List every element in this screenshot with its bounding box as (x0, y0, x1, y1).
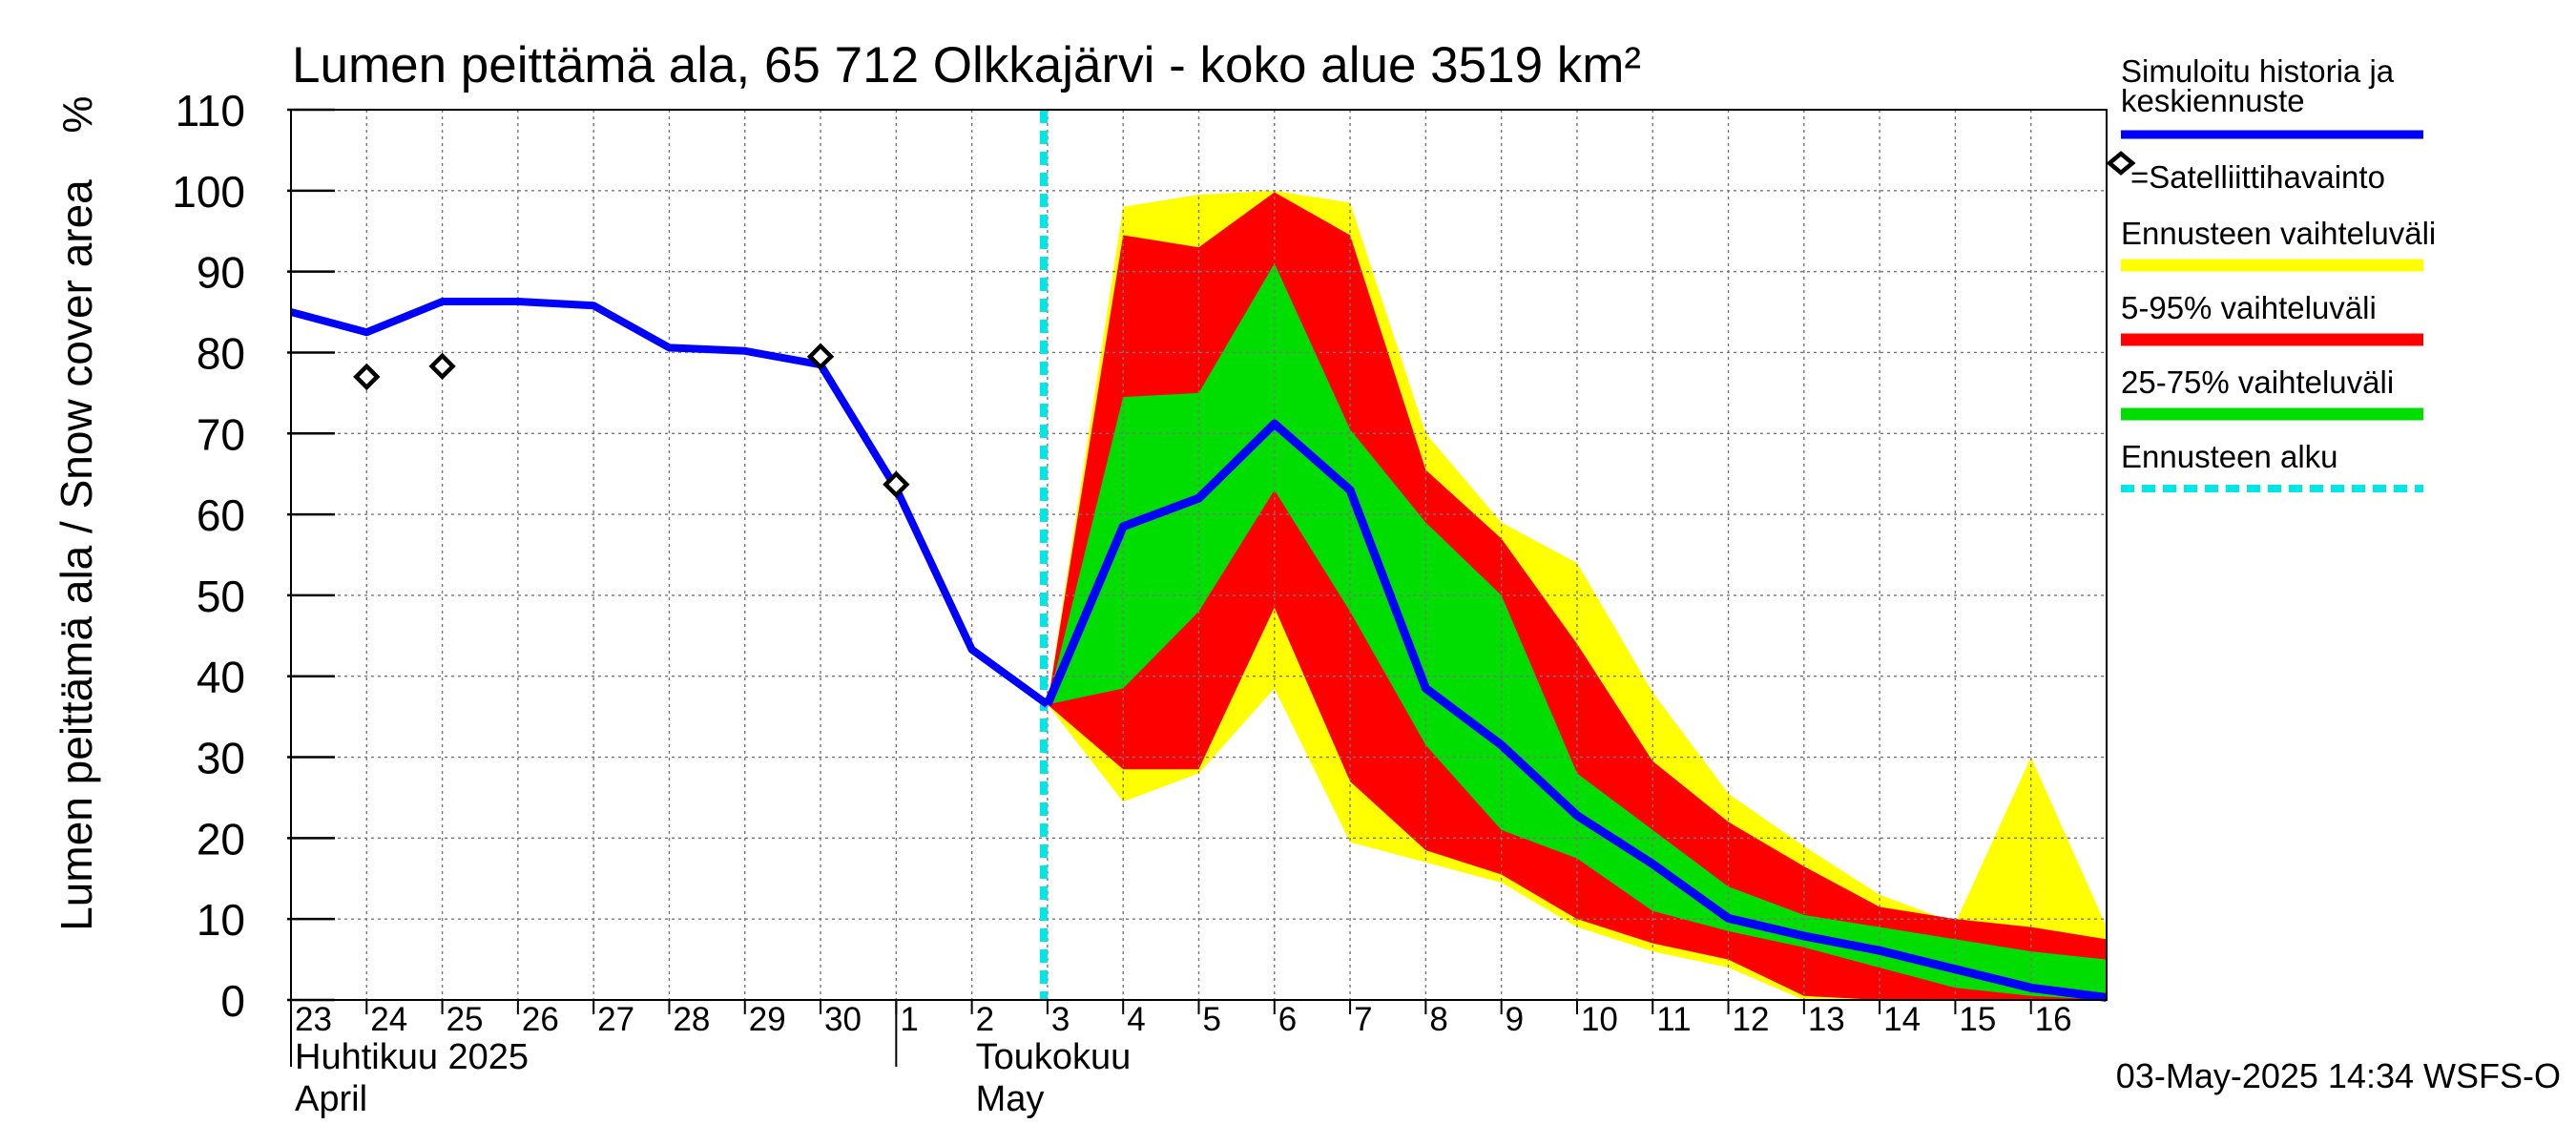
month-label-fi: Huhtikuu 2025 (295, 1037, 529, 1077)
chart-title: Lumen peittämä ala, 65 712 Olkkajärvi - … (292, 37, 1641, 94)
x-tick-label: 4 (1127, 1001, 1145, 1038)
y-tick-label: 40 (197, 653, 245, 702)
legend-history-label-2: keskiennuste (2121, 83, 2305, 118)
x-tick-label: 25 (447, 1001, 484, 1038)
y-tick-label: 80 (197, 328, 245, 378)
legend-band-label-5-95: 5-95% vaihteluväli (2121, 290, 2377, 325)
forecast-bands (971, 190, 2107, 1001)
x-tick-label: 13 (1808, 1001, 1845, 1038)
x-tick-label: 9 (1506, 1001, 1524, 1038)
x-tick-label: 28 (673, 1001, 710, 1038)
x-tick-label: 3 (1051, 1001, 1070, 1038)
x-tick-label: 6 (1278, 1001, 1297, 1038)
x-tick-label: 12 (1733, 1001, 1770, 1038)
x-tick-label: 14 (1883, 1001, 1921, 1038)
history-line (289, 298, 1050, 708)
x-tick-label: 15 (1959, 1001, 1996, 1038)
x-tick-label: 27 (597, 1001, 634, 1038)
median-forecast-line (1043, 419, 2108, 1002)
x-tick-label: 29 (749, 1001, 786, 1038)
x-tick-label: 10 (1581, 1001, 1618, 1038)
x-tick-label: 11 (1656, 1001, 1691, 1038)
y-tick-label: 70 (197, 409, 245, 459)
y-tick-label: 110 (176, 86, 245, 135)
timestamp: 03-May-2025 14:34 WSFS-O (2116, 1056, 2561, 1095)
x-tick-label: 8 (1429, 1001, 1447, 1038)
x-tick-label: 23 (295, 1001, 332, 1038)
month-label-en: April (295, 1079, 367, 1119)
x-tick-label: 30 (824, 1001, 862, 1038)
legend-forecast-start-label: Ennusteen alku (2121, 439, 2338, 474)
satellite-point (806, 343, 835, 370)
x-tick-label: 2 (976, 1001, 994, 1038)
month-label-en: May (976, 1079, 1045, 1119)
x-tick-label: 26 (522, 1001, 559, 1038)
legend-satellite-swatch (2106, 151, 2136, 176)
y-tick-label: 10 (197, 895, 245, 945)
legend-history-label: Simuloitu historia ja (2121, 53, 2395, 89)
y-tick-label: 60 (197, 490, 245, 540)
band-25-75 (1047, 263, 2107, 1000)
legend-satellite-label: =Satelliittihavainto (2130, 159, 2385, 195)
series (289, 110, 2108, 1002)
y-tick-label: 20 (197, 814, 245, 864)
grid (291, 109, 2107, 1000)
y-axis-label: Lumen peittämä ala / Snow cover area (52, 179, 101, 931)
y-tick-label: 100 (172, 167, 245, 217)
x-tick-label: 5 (1203, 1001, 1221, 1038)
satellite-point (353, 363, 381, 391)
y-tick-label: 50 (197, 572, 245, 621)
x-tick-label: 16 (2035, 1001, 2072, 1038)
legend-band-label-full-range: Ennusteen vaihteluväli (2121, 216, 2436, 251)
y-tick-label: 30 (197, 734, 245, 783)
y-tick-label: 0 (220, 976, 245, 1026)
x-tick-label: 24 (370, 1001, 407, 1038)
y-tick-label: 90 (197, 248, 245, 298)
y-axis-unit: % (54, 95, 101, 133)
month-label-fi: Toukokuu (976, 1037, 1132, 1077)
legend-band-label-25-75: 25-75% vaihteluväli (2121, 364, 2394, 400)
x-tick-label: 7 (1354, 1001, 1372, 1038)
satellite-point (883, 470, 910, 498)
satellite-point (428, 352, 456, 381)
x-tick-label: 1 (900, 1001, 918, 1038)
